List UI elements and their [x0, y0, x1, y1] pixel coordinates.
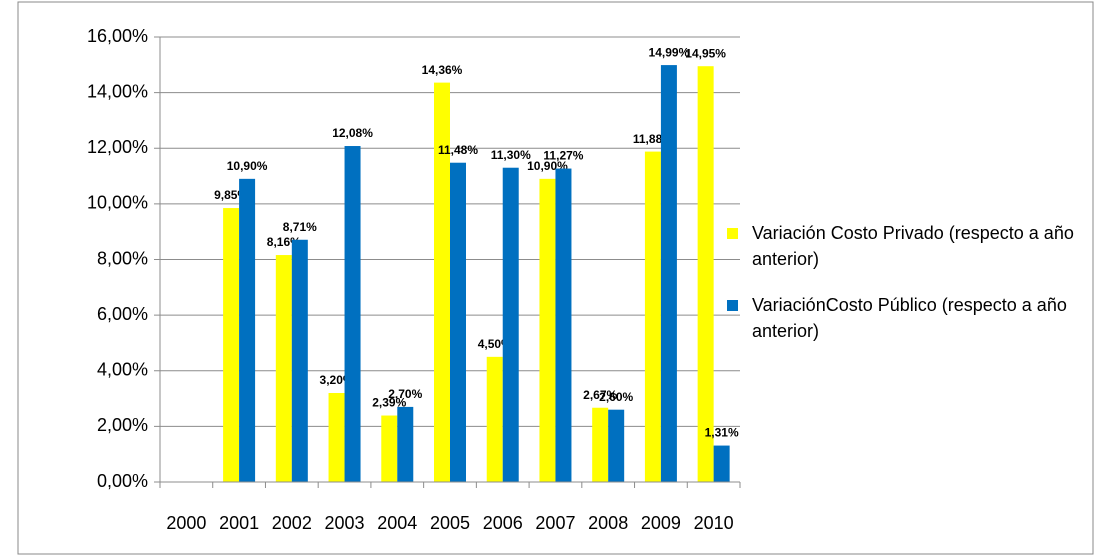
y-tick-label: 2,00% [97, 415, 148, 435]
y-tick-label: 16,00% [87, 26, 148, 46]
legend-swatch [727, 228, 738, 239]
y-tick-label: 6,00% [97, 304, 148, 324]
x-tick-label: 2002 [272, 513, 312, 533]
value-label: 11,30% [491, 148, 531, 162]
legend-label: Variación Costo Privado (respecto a año … [752, 223, 1074, 269]
legend-label: VariaciónCosto Público (respecto a año a… [752, 295, 1067, 341]
x-tick-label: 2001 [219, 513, 259, 533]
bar [239, 178, 256, 482]
bar [397, 406, 414, 482]
bar [381, 415, 398, 482]
x-tick-label: 2000 [166, 513, 206, 533]
bar [486, 356, 503, 482]
bar [502, 167, 519, 482]
x-tick-label: 2009 [641, 513, 681, 533]
value-label: 14,95% [685, 46, 726, 60]
value-label: 1,31% [705, 426, 739, 440]
x-tick-label: 2008 [588, 513, 628, 533]
value-label: 11,27% [543, 149, 583, 163]
y-tick-label: 8,00% [97, 248, 148, 268]
bar [697, 66, 714, 482]
y-tick-label: 14,00% [87, 81, 148, 101]
value-label: 11,48% [438, 143, 478, 157]
y-tick-label: 10,00% [87, 193, 148, 213]
x-tick-label: 2005 [430, 513, 470, 533]
value-label: 14,36% [422, 63, 463, 77]
value-label: 2,67% [583, 388, 617, 402]
value-label: 12,08% [332, 126, 373, 140]
y-tick-label: 12,00% [87, 137, 148, 157]
bar [555, 168, 572, 482]
bar [434, 82, 450, 483]
y-tick-label: 4,00% [97, 360, 148, 380]
legend-item: Variación Costo Privado (respecto a año … [727, 220, 1087, 272]
value-label: 8,71% [283, 220, 317, 234]
value-label: 2,60% [599, 390, 633, 404]
x-tick-label: 2003 [325, 513, 365, 533]
chart-border [17, 1, 1094, 555]
bar [450, 162, 466, 482]
bar [644, 151, 661, 482]
bar [344, 146, 361, 482]
y-tick-label: 0,00% [97, 471, 148, 491]
x-tick-label: 2004 [377, 513, 417, 533]
value-label: 10,90% [227, 159, 268, 173]
bar [713, 445, 730, 482]
legend-swatch [727, 300, 738, 311]
legend-item: VariaciónCosto Público (respecto a año a… [727, 292, 1087, 344]
bar [275, 255, 292, 482]
x-tick-label: 2010 [694, 513, 734, 533]
bar [539, 178, 556, 482]
bar [291, 239, 308, 482]
bar [223, 208, 240, 482]
x-tick-label: 2007 [535, 513, 575, 533]
bar [328, 393, 345, 482]
x-tick-label: 2006 [483, 513, 523, 533]
value-label: 2,39% [372, 396, 406, 410]
value-label: 2,70% [388, 387, 422, 401]
bar [592, 407, 609, 482]
bar [608, 409, 625, 482]
bar [660, 65, 677, 482]
value-label: 14,99% [649, 45, 690, 59]
